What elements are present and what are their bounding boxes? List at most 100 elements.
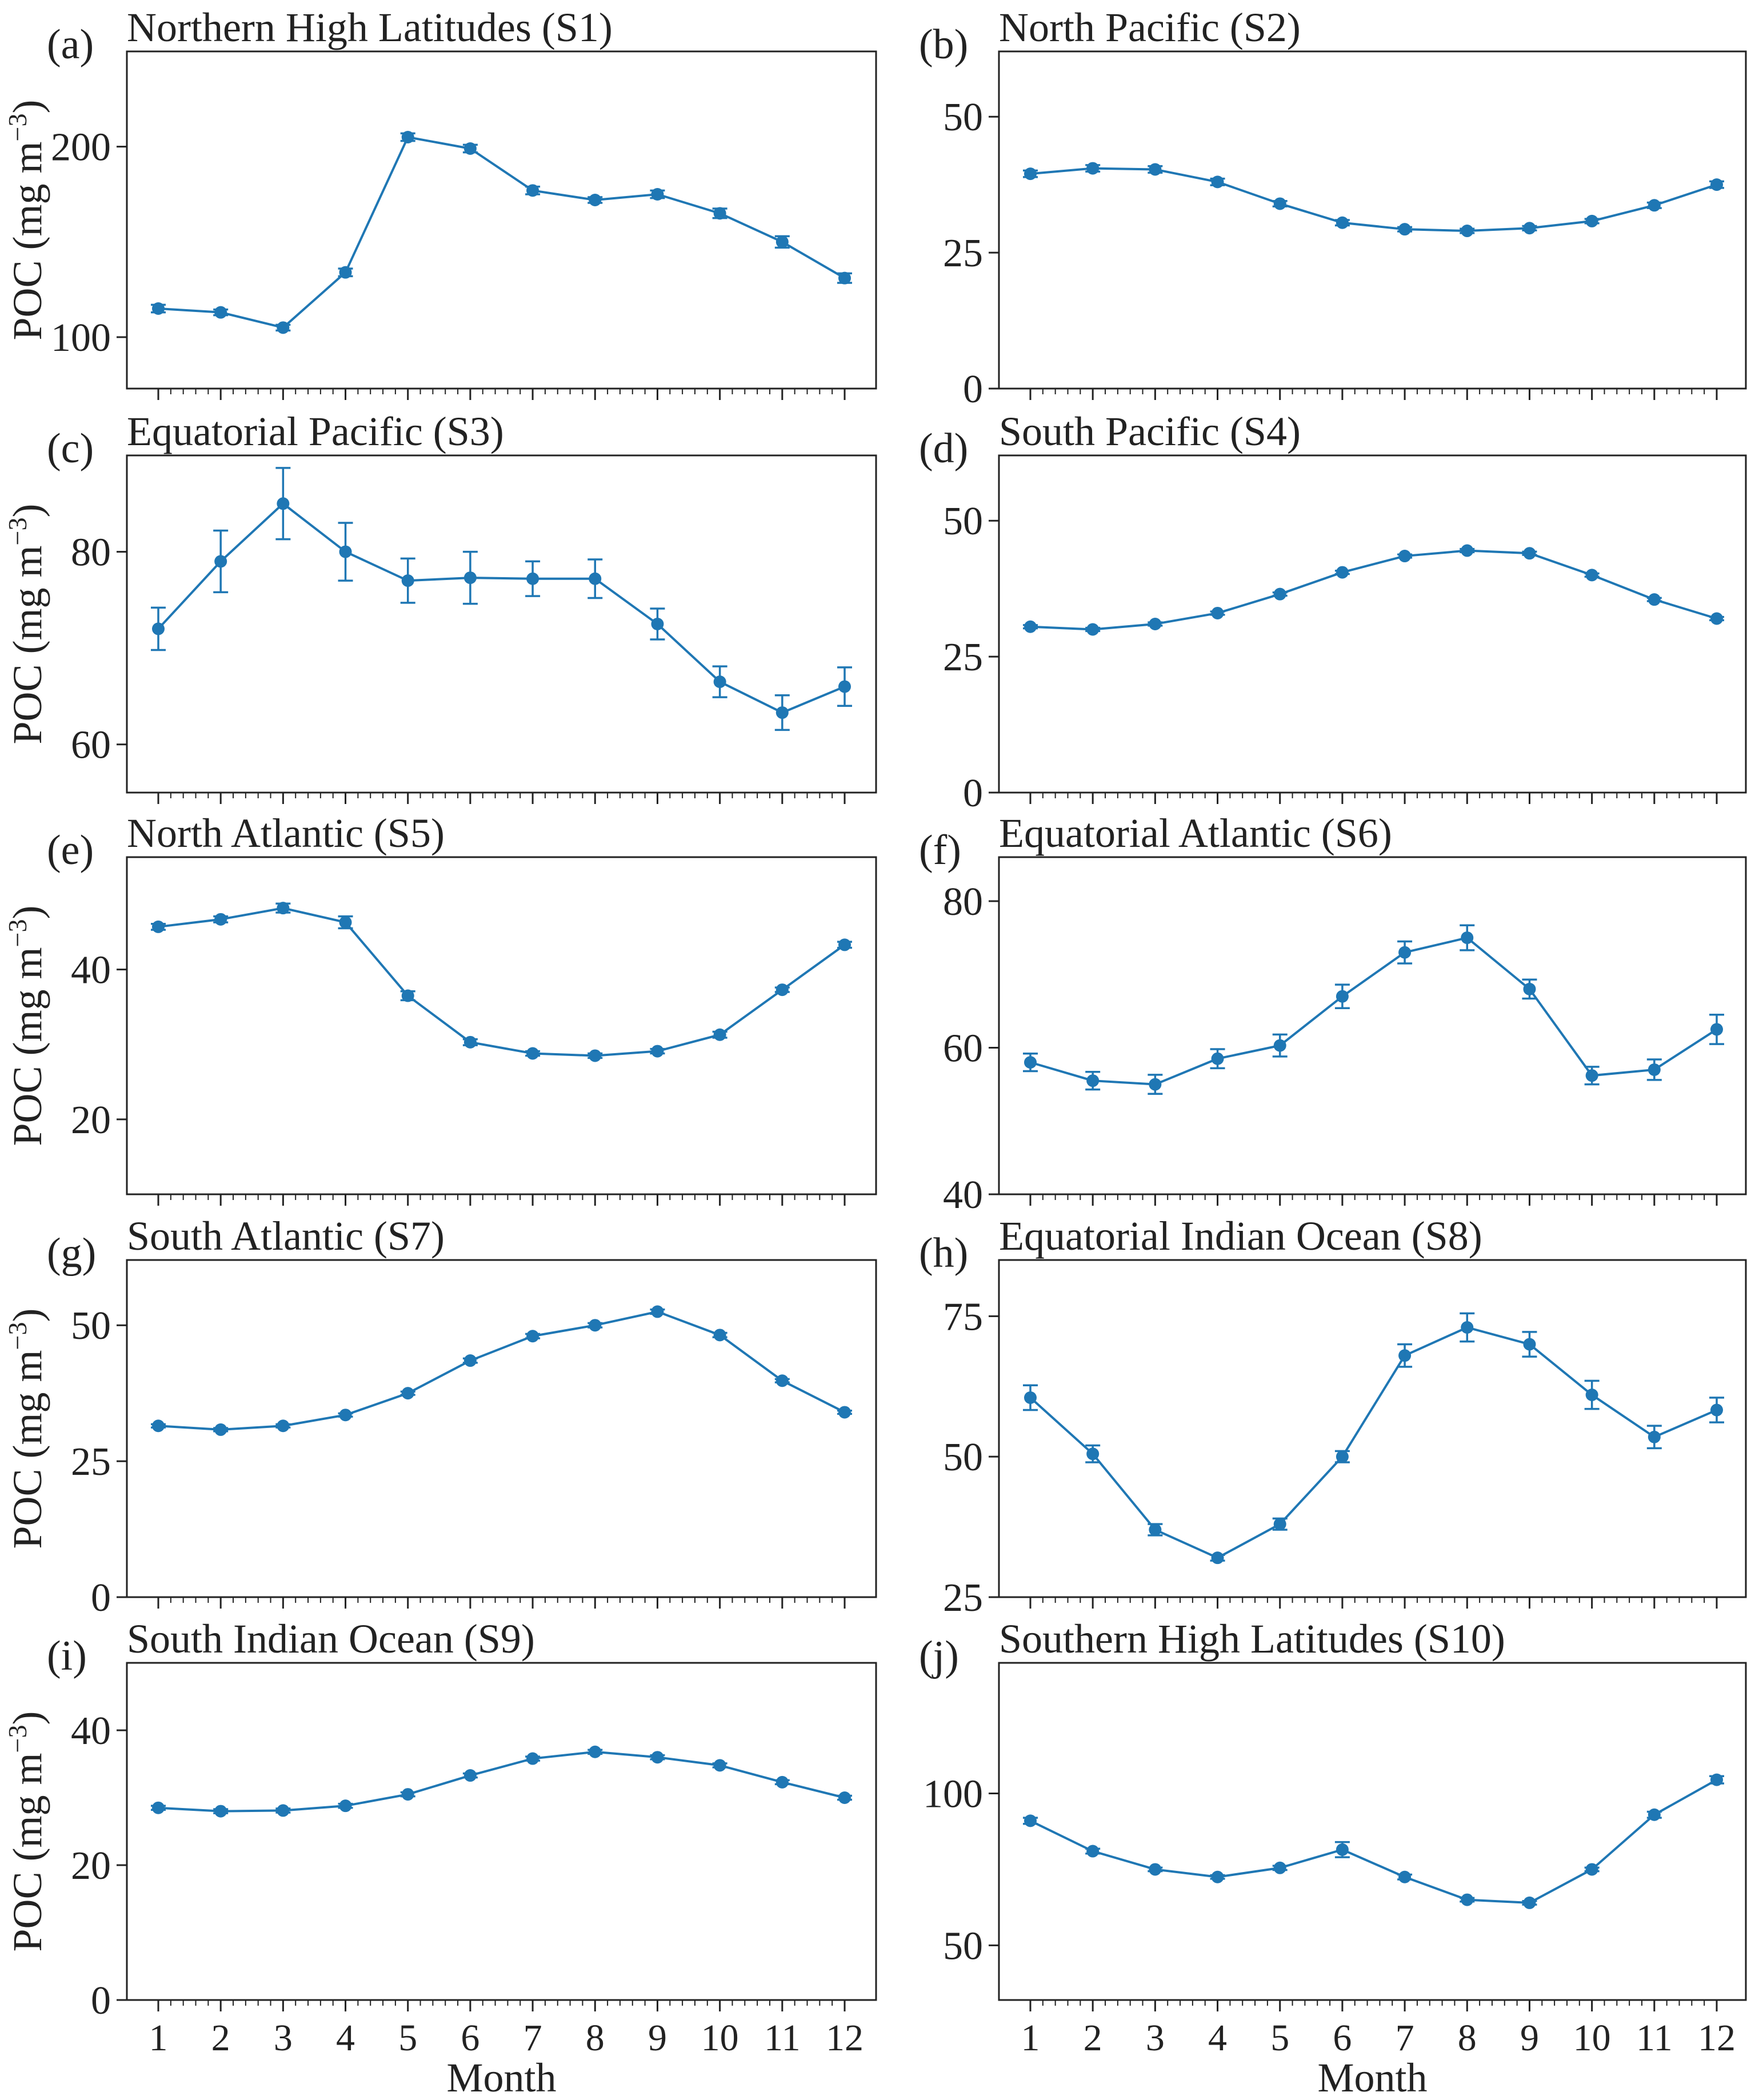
data-point xyxy=(277,497,290,510)
data-point xyxy=(1523,1338,1536,1351)
panel-letter: (a) xyxy=(47,21,94,68)
panel-letter: (b) xyxy=(919,21,968,68)
x-axis-label: Month xyxy=(446,2055,556,2100)
data-point xyxy=(775,235,789,249)
data-point xyxy=(1086,623,1100,636)
x-tick-label: 4 xyxy=(336,2017,355,2059)
x-tick-label: 9 xyxy=(1520,2017,1539,2059)
data-point xyxy=(1523,547,1536,560)
data-point xyxy=(651,188,664,201)
y-tick-label: 50 xyxy=(943,1435,983,1479)
plot-frame xyxy=(126,856,877,1195)
data-point xyxy=(1523,982,1536,995)
x-tick-label: 6 xyxy=(461,2017,479,2059)
data-point xyxy=(1710,612,1723,625)
plot-frame xyxy=(126,1662,877,2001)
data-point xyxy=(1710,1023,1723,1036)
data-point xyxy=(775,983,789,997)
data-point xyxy=(1710,178,1723,191)
data-point xyxy=(1398,550,1412,563)
data-point xyxy=(1710,1403,1723,1417)
x-tick-label: 12 xyxy=(826,2017,863,2059)
y-tick-label: 50 xyxy=(943,499,983,543)
y-tick-label: 25 xyxy=(943,635,983,679)
data-point xyxy=(1024,1391,1037,1404)
data-point xyxy=(713,1759,726,1772)
data-point xyxy=(1461,225,1474,238)
data-point xyxy=(1585,214,1598,227)
panel-letter: (j) xyxy=(919,1633,959,1679)
data-point xyxy=(1336,1843,1349,1856)
y-axis-label-sup: −3 xyxy=(3,517,32,545)
data-point xyxy=(401,989,414,1002)
y-tick-label: 25 xyxy=(943,231,983,275)
data-point xyxy=(1461,1893,1474,1906)
data-point xyxy=(1648,1430,1661,1443)
data-point xyxy=(1086,1845,1100,1858)
y-tick-label: 0 xyxy=(91,1979,111,2023)
panel-letter: (i) xyxy=(47,1633,87,1679)
data-point xyxy=(214,913,227,926)
data-point xyxy=(463,1354,477,1367)
data-point xyxy=(1149,618,1162,630)
y-tick-label: 75 xyxy=(943,1295,983,1339)
data-point xyxy=(1336,566,1349,579)
chart-panel-4: (d) South Pacific (S4) 0 25 50 xyxy=(919,409,1747,815)
data-point xyxy=(526,1047,539,1060)
x-tick-label: 5 xyxy=(1270,2017,1289,2059)
series-line xyxy=(1030,936,1718,1086)
y-tick-label: 20 xyxy=(71,1844,111,1888)
data-point xyxy=(1461,544,1474,557)
data-point xyxy=(463,142,477,155)
chart-title: South Pacific (S4) xyxy=(999,409,1301,454)
data-point xyxy=(152,302,165,315)
data-point xyxy=(1086,1447,1100,1461)
data-point xyxy=(589,1745,602,1758)
data-point xyxy=(1461,1321,1474,1334)
y-axis-label-sup: −3 xyxy=(3,919,32,947)
data-point xyxy=(1273,1039,1286,1052)
data-point xyxy=(1211,1551,1224,1565)
series-line xyxy=(158,135,846,329)
data-point xyxy=(1648,593,1661,606)
data-point xyxy=(214,1805,227,1818)
y-tick-label: 0 xyxy=(963,367,983,411)
data-point xyxy=(651,1751,664,1764)
y-axis-label-sup: −3 xyxy=(3,1322,32,1350)
y-tick-label: 25 xyxy=(71,1440,111,1484)
y-axis-label-close: ) xyxy=(5,100,50,114)
data-point xyxy=(713,1329,726,1342)
data-point xyxy=(1585,1389,1598,1401)
y-tick-label: 100 xyxy=(51,316,111,360)
x-tick-label: 9 xyxy=(648,2017,667,2059)
chart-panel-1: (a) Northern High Latitudes (S1) 100 200POC… xyxy=(3,5,877,400)
data-point xyxy=(651,1305,664,1318)
x-tick-label: 7 xyxy=(1396,2017,1414,2059)
data-point xyxy=(1149,1078,1162,1091)
chart-title: Northern High Latitudes (S1) xyxy=(127,5,613,50)
data-point xyxy=(589,1319,602,1332)
data-point xyxy=(1211,175,1224,189)
data-point xyxy=(1149,1863,1162,1876)
x-tick-label: 3 xyxy=(1146,2017,1165,2059)
y-tick-label: 0 xyxy=(963,771,983,815)
data-point xyxy=(339,1799,352,1813)
chart-title: Equatorial Atlantic (S6) xyxy=(999,810,1392,856)
y-axis-label-sup: −3 xyxy=(3,1725,32,1753)
data-point xyxy=(838,271,851,285)
y-axis-label-sup: −3 xyxy=(3,113,32,141)
y-tick-label: 40 xyxy=(71,1709,111,1753)
x-tick-label: 2 xyxy=(211,2017,230,2059)
data-point xyxy=(713,207,726,220)
data-point xyxy=(1398,223,1412,236)
y-axis-label: POC (mg m−3) xyxy=(3,504,50,745)
y-tick-label: 100 xyxy=(923,1773,983,1817)
data-point xyxy=(651,1045,664,1058)
series-line xyxy=(1029,1326,1717,1559)
chart-panel-7: (g) South Atlantic (S7) 0 25 50 POC (mg m−3) xyxy=(3,1213,877,1620)
data-point xyxy=(1398,1349,1412,1362)
data-point xyxy=(838,1406,851,1419)
y-tick-label: 40 xyxy=(71,949,111,993)
y-tick-label: 50 xyxy=(943,95,983,139)
